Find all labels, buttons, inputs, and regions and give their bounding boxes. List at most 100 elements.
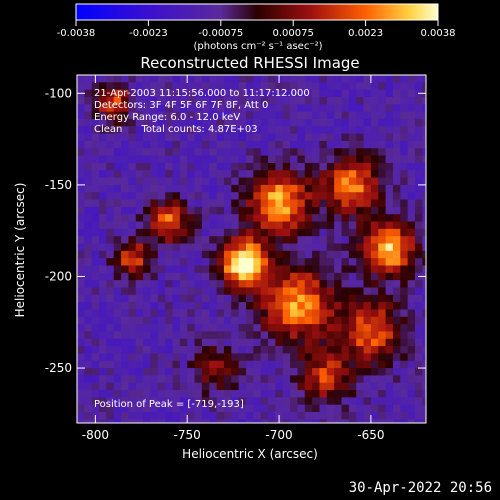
heatmap-cell bbox=[378, 162, 387, 171]
heatmap-cell bbox=[400, 294, 409, 303]
heatmap-cell bbox=[201, 89, 210, 98]
heatmap-cell bbox=[179, 89, 188, 98]
heatmap-cell bbox=[231, 280, 240, 289]
heatmap-cell bbox=[84, 140, 93, 149]
heatmap-cell bbox=[304, 346, 313, 354]
heatmap-cell bbox=[378, 206, 387, 215]
heatmap-cell bbox=[312, 184, 321, 193]
heatmap-cell bbox=[407, 118, 416, 127]
heatmap-cell bbox=[253, 221, 262, 230]
heatmap-cell bbox=[290, 184, 299, 193]
heatmap-cell bbox=[143, 228, 152, 237]
heatmap-cell bbox=[179, 228, 188, 237]
heatmap-cell bbox=[334, 331, 343, 340]
heatmap-cell bbox=[363, 353, 372, 362]
heatmap-cell bbox=[150, 184, 159, 193]
heatmap-cell bbox=[422, 243, 426, 252]
heatmap-cell bbox=[231, 75, 240, 83]
heatmap-cell bbox=[121, 126, 130, 135]
heatmap-cell bbox=[422, 192, 426, 201]
heatmap-cell bbox=[282, 338, 291, 347]
heatmap-cell bbox=[238, 111, 247, 120]
heatmap-cell bbox=[128, 89, 137, 98]
heatmap-cell bbox=[334, 390, 343, 398]
heatmap-cell bbox=[143, 236, 152, 245]
heatmap-cell bbox=[245, 265, 254, 274]
heatmap-cell bbox=[194, 309, 203, 318]
heatmap-cell bbox=[172, 177, 181, 186]
heatmap-cell bbox=[216, 338, 225, 347]
heatmap-cell bbox=[201, 265, 210, 274]
heatmap-cell bbox=[165, 419, 174, 423]
heatmap-cell bbox=[209, 243, 218, 252]
heatmap-cell bbox=[201, 390, 210, 398]
heatmap-cell bbox=[157, 192, 166, 201]
heatmap-cell bbox=[326, 82, 335, 91]
heatmap-cell bbox=[223, 155, 232, 164]
heatmap-cell bbox=[334, 221, 343, 230]
heatmap-cell bbox=[135, 221, 144, 230]
heatmap-cell bbox=[319, 133, 328, 142]
heatmap-cell bbox=[150, 375, 159, 384]
heatmap-cell bbox=[135, 148, 144, 157]
heatmap-cell bbox=[165, 294, 174, 303]
heatmap-cell bbox=[253, 250, 262, 259]
heatmap-cell bbox=[253, 155, 262, 164]
heatmap-cell bbox=[216, 287, 225, 296]
heatmap-cell bbox=[275, 324, 284, 333]
heatmap-cell bbox=[363, 360, 372, 369]
heatmap-cell bbox=[187, 353, 196, 362]
heatmap-cell bbox=[422, 184, 426, 193]
heatmap-cell bbox=[135, 316, 144, 325]
heatmap-cell bbox=[297, 236, 306, 245]
heatmap-cell bbox=[172, 82, 181, 91]
heatmap-cell bbox=[113, 243, 122, 252]
heatmap-cell bbox=[157, 221, 166, 230]
heatmap-cell bbox=[157, 111, 166, 120]
heatmap-cell bbox=[238, 96, 247, 105]
heatmap-cell bbox=[106, 170, 115, 179]
heatmap-cell bbox=[77, 265, 85, 274]
heatmap-cell bbox=[348, 390, 357, 398]
heatmap-cell bbox=[400, 140, 409, 149]
heatmap-cell bbox=[290, 353, 299, 362]
heatmap-cell bbox=[414, 382, 423, 391]
heatmap-cell bbox=[91, 360, 100, 369]
heatmap-cell bbox=[253, 192, 262, 201]
heatmap-cell bbox=[290, 228, 299, 237]
heatmap-cell bbox=[238, 133, 247, 142]
heatmap-cell bbox=[231, 236, 240, 245]
heatmap-cell bbox=[348, 155, 357, 164]
heatmap-cell bbox=[282, 397, 291, 406]
heatmap-cell bbox=[363, 397, 372, 406]
heatmap-cell bbox=[245, 75, 254, 83]
heatmap-cell bbox=[223, 96, 232, 105]
heatmap-cell bbox=[378, 287, 387, 296]
heatmap-cell bbox=[392, 236, 401, 245]
heatmap-cell bbox=[326, 309, 335, 318]
heatmap-cell bbox=[422, 75, 426, 83]
heatmap-cell bbox=[231, 382, 240, 391]
heatmap-cell bbox=[356, 118, 365, 127]
heatmap-cell bbox=[422, 111, 426, 120]
heatmap-cell bbox=[77, 206, 85, 215]
heatmap-cell bbox=[179, 382, 188, 391]
heatmap-cell bbox=[260, 280, 269, 289]
heatmap-cell bbox=[378, 265, 387, 274]
heatmap-cell bbox=[113, 104, 122, 113]
heatmap-cell bbox=[135, 75, 144, 83]
heatmap-cell bbox=[334, 199, 343, 208]
heatmap-cell bbox=[150, 155, 159, 164]
heatmap-cell bbox=[385, 236, 394, 245]
heatmap-cell bbox=[304, 96, 313, 105]
heatmap-cell bbox=[99, 309, 107, 318]
heatmap-cell bbox=[113, 368, 122, 376]
heatmap-cell bbox=[216, 236, 225, 245]
heatmap-cell bbox=[201, 192, 210, 201]
heatmap-cell bbox=[113, 96, 122, 105]
heatmap-cell bbox=[135, 118, 144, 127]
heatmap-cell bbox=[312, 199, 321, 208]
heatmap-cell bbox=[363, 346, 372, 354]
heatmap-cell bbox=[378, 382, 387, 391]
heatmap-cell bbox=[77, 338, 85, 347]
